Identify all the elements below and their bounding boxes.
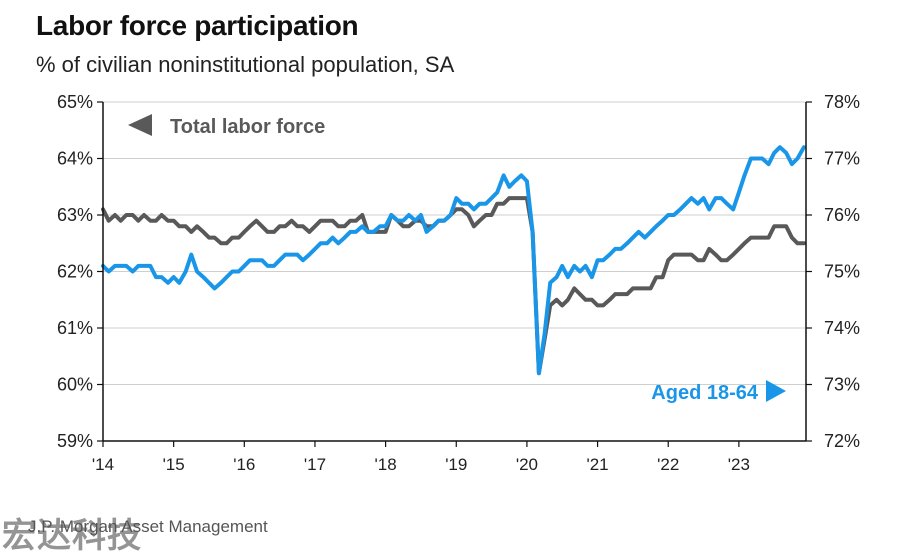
left-axis-ticks: 59% 60% 61% 62% 63% 64% 65% [57, 92, 103, 451]
legend-total: Total labor force [128, 114, 325, 138]
x-tick-label: '19 [445, 455, 467, 474]
x-tick-label: '21 [586, 455, 608, 474]
legend-aged: Aged 18-64 [651, 380, 786, 404]
x-tick-label: '14 [92, 455, 114, 474]
series-line-aged-18-64 [101, 145, 806, 376]
legend-aged-label: Aged 18-64 [651, 382, 759, 404]
left-tick-label: 59% [57, 431, 93, 451]
series-line-total-labor-force [101, 196, 806, 376]
x-tick-label: '23 [728, 455, 750, 474]
right-tick-label: 78% [824, 92, 860, 112]
right-tick-label: 73% [824, 375, 860, 395]
left-tick-label: 60% [57, 375, 93, 395]
series-lines [101, 145, 806, 376]
x-tick-label: '16 [233, 455, 255, 474]
chart-canvas: 59% 60% 61% 62% 63% 64% 65% 72% 73% 74% 75% 76% 77%… [57, 92, 860, 474]
left-triangle-icon [128, 114, 152, 136]
right-triangle-icon [766, 380, 786, 402]
left-tick-label: 61% [57, 318, 93, 338]
source-note: J.P. Morgan Asset Management [28, 517, 268, 536]
watermark-logo: 宏达科技 [2, 517, 142, 555]
right-tick-label: 75% [824, 262, 860, 282]
left-tick-label: 63% [57, 205, 93, 225]
x-tick-label: '17 [304, 455, 326, 474]
chart-title: Labor force participation [36, 10, 359, 41]
x-axis-ticks: '14 '15 '16 '17 '18 '19 '20 '21 '22 '23 [92, 441, 750, 474]
left-tick-label: 62% [57, 262, 93, 282]
legend-total-label: Total labor force [170, 116, 325, 138]
right-tick-label: 74% [824, 318, 860, 338]
right-tick-label: 76% [824, 205, 860, 225]
x-tick-label: '22 [657, 455, 679, 474]
gridlines [103, 101, 806, 385]
left-tick-label: 65% [57, 92, 93, 112]
x-tick-label: '15 [163, 455, 185, 474]
right-tick-label: 77% [824, 149, 860, 169]
right-tick-label: 72% [824, 431, 860, 451]
left-tick-label: 64% [57, 149, 93, 169]
chart-subtitle: % of civilian noninstitutional populatio… [36, 52, 455, 77]
x-tick-label: '18 [375, 455, 397, 474]
x-tick-label: '20 [516, 455, 538, 474]
right-axis-ticks: 72% 73% 74% 75% 76% 77% 78% [806, 92, 860, 451]
